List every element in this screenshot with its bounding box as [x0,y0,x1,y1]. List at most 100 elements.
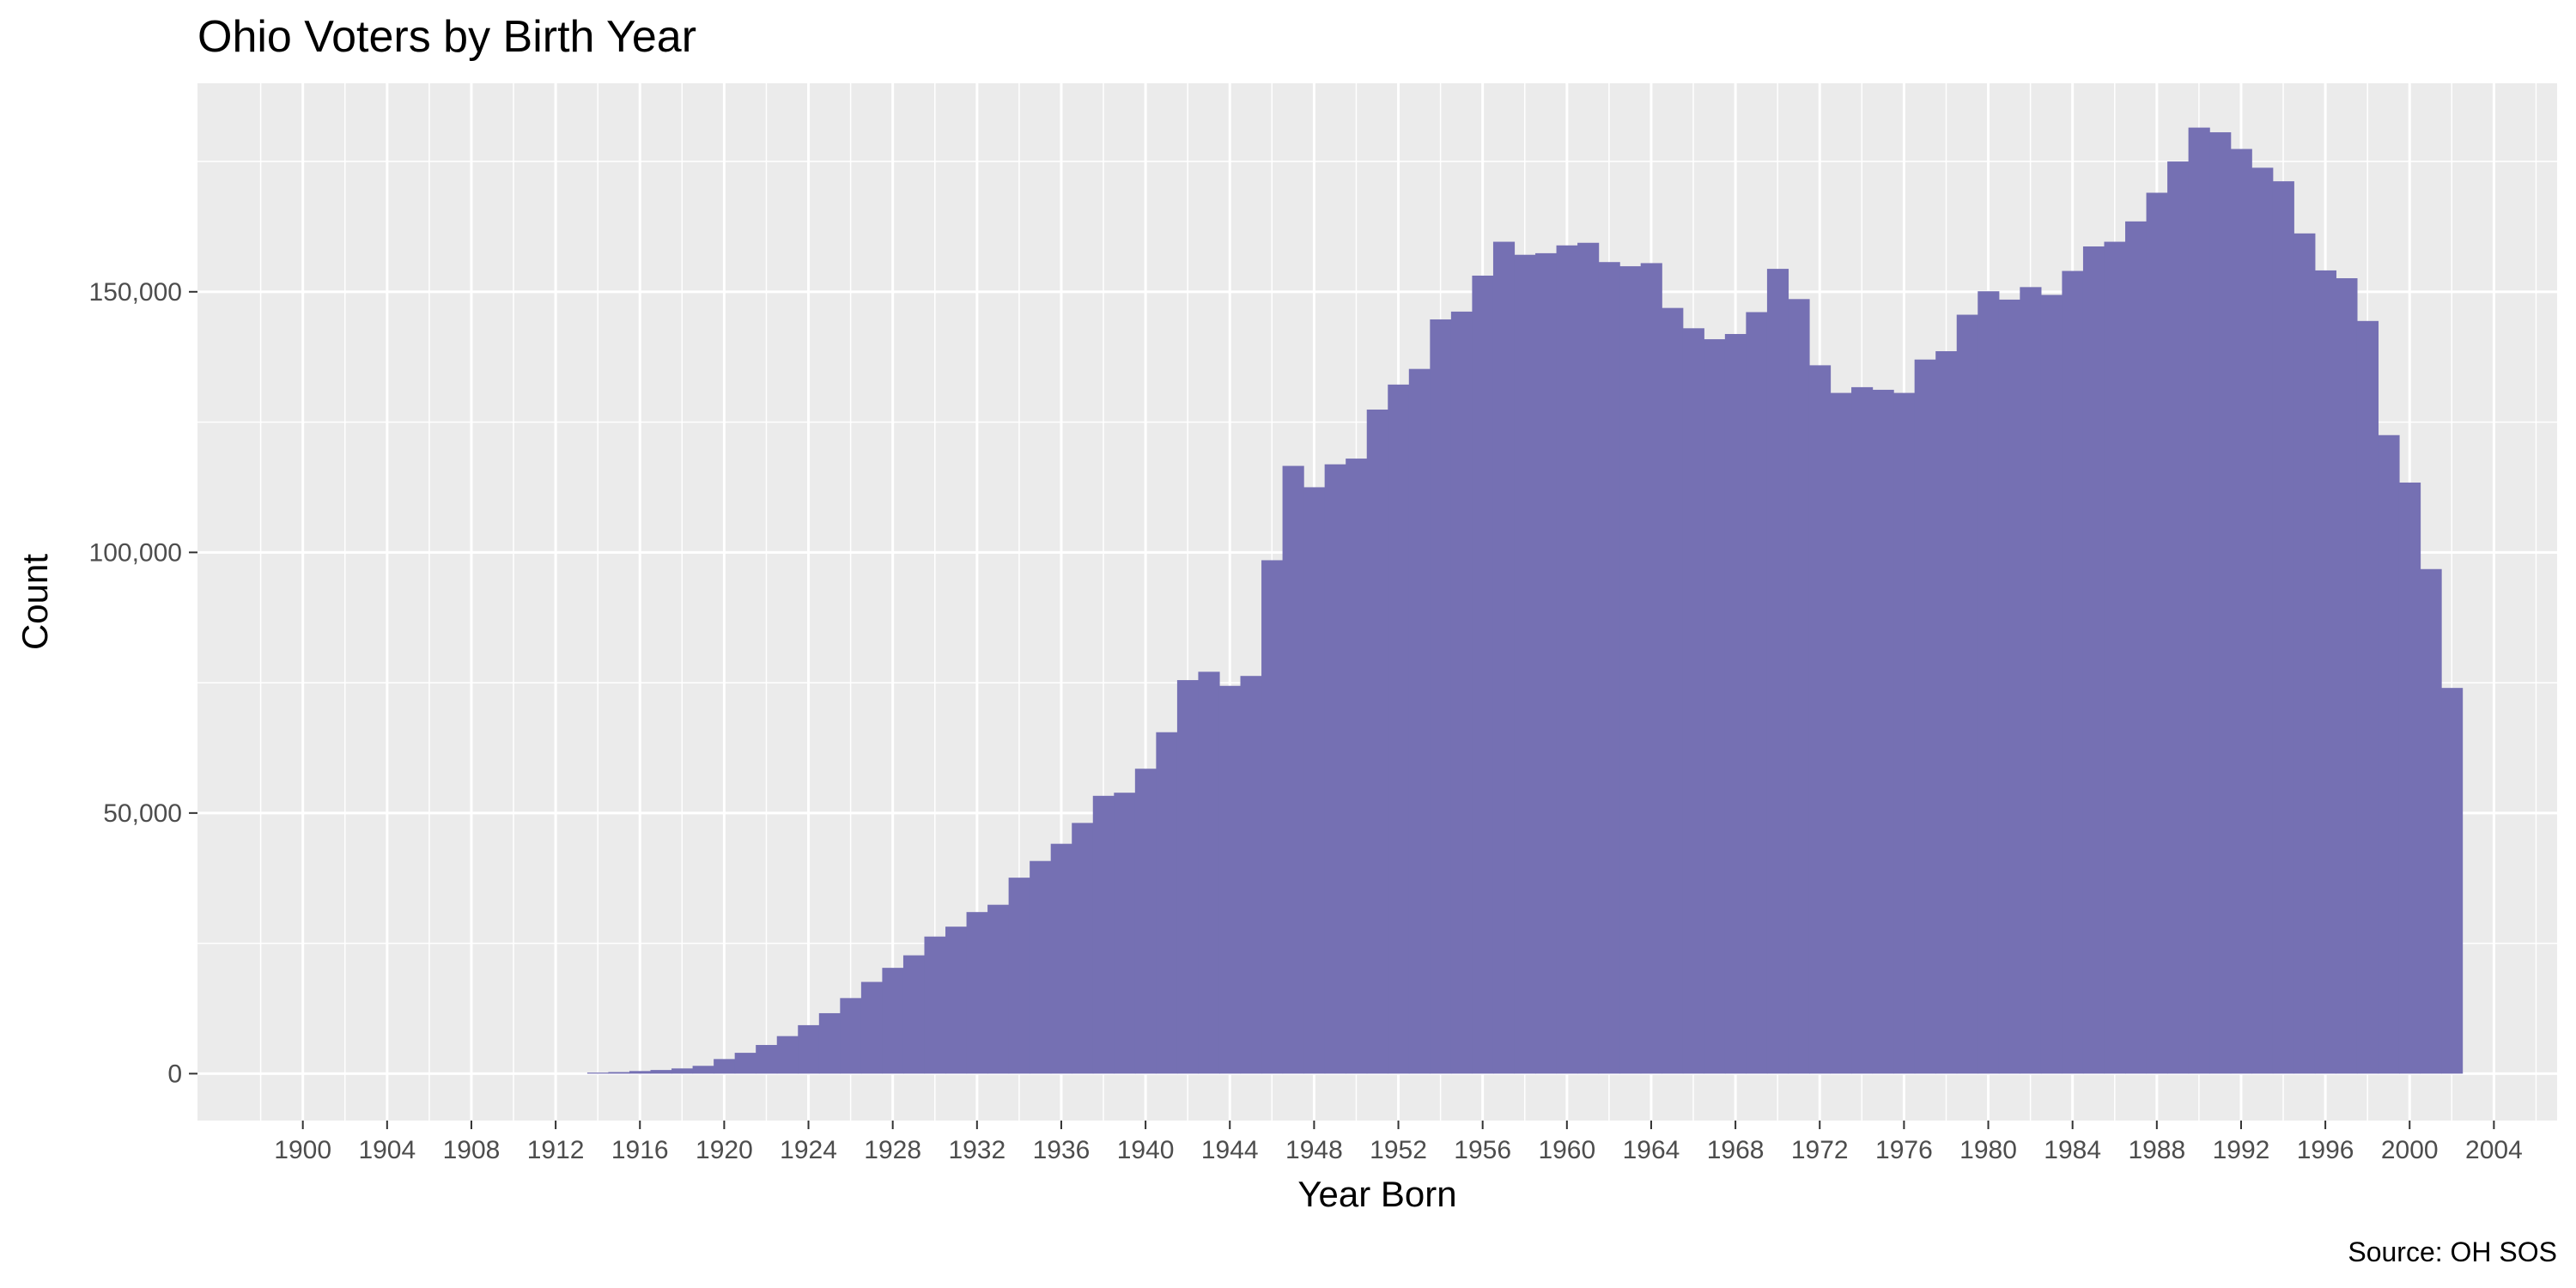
bar [2125,221,2148,1074]
bar [945,927,968,1074]
bar [2062,270,2084,1074]
x-tick-label: 1964 [1623,1136,1680,1164]
bar [2314,270,2336,1074]
bar [1851,386,1874,1074]
bar [1324,464,1346,1074]
bar [818,1012,841,1074]
bar [671,1068,694,1074]
x-tick-label: 1976 [1875,1136,1933,1164]
x-tick-label: 1940 [1117,1136,1175,1164]
bar [1872,389,1894,1074]
bar [1050,843,1072,1074]
bar [840,998,862,1074]
bar [1535,252,1558,1074]
bar [2356,320,2379,1074]
bar [2040,295,2063,1074]
bar [882,968,904,1074]
x-tick-label: 1920 [696,1136,753,1164]
x-tick-label: 1928 [864,1136,921,1164]
bar [1430,319,1452,1074]
x-tick-label: 1996 [2297,1136,2354,1164]
bar [2104,241,2126,1074]
bar [1766,269,1789,1074]
bar [650,1070,672,1074]
x-axis: 1900 1904 1908 1912 1916 1920 1924 1928 1932 1936… [274,1121,2523,1164]
bar [1577,242,1600,1074]
x-tick-label: 1988 [2128,1136,2185,1164]
bar [2251,167,2274,1074]
chart-caption: Source: OH SOS [2348,1236,2557,1267]
x-tick-label: 1980 [1959,1136,2017,1164]
bar [734,1053,756,1074]
bar [1514,254,1536,1074]
x-axis-title: Year Born [1297,1174,1456,1214]
bar [1598,262,1620,1074]
bar [2082,246,2105,1074]
bar [1408,368,1431,1074]
bar [2398,482,2421,1074]
bar [1682,328,1704,1074]
y-tick-label: 150,000 [89,278,182,307]
x-tick-label: 1904 [358,1136,416,1164]
bar [860,981,884,1074]
bar [714,1059,736,1074]
bar [1030,860,1052,1074]
bar [1388,384,1410,1074]
bar [1830,392,1852,1074]
bar [756,1044,778,1074]
x-tick-label: 1968 [1707,1136,1765,1164]
bar [1366,410,1388,1074]
bar [1640,263,1662,1074]
x-tick-label: 1956 [1454,1136,1511,1164]
bar [2293,233,2316,1074]
bar [1134,769,1157,1074]
bar [1198,671,1220,1074]
bar [1092,795,1115,1074]
bar [629,1071,652,1074]
bar [1282,465,1304,1074]
bar [1978,291,2000,1074]
chart-title: Ohio Voters by Birth Year [197,12,696,62]
x-tick-label: 1972 [1791,1136,1849,1164]
x-tick-label: 1924 [780,1136,837,1164]
bar [608,1072,630,1074]
bar [1662,307,1684,1074]
bar [1556,245,1578,1074]
x-tick-label: 2004 [2465,1136,2523,1164]
x-tick-label: 1936 [1033,1136,1091,1164]
bar [1008,878,1030,1074]
bar [2336,278,2358,1074]
bar [2230,149,2252,1074]
bar [1072,823,1094,1074]
bar [2209,132,2232,1074]
bar [1746,312,1768,1074]
bar [924,936,946,1074]
bar [2188,127,2210,1074]
x-tick-label: 1992 [2213,1136,2270,1164]
bar [1114,793,1136,1074]
y-tick-label: 100,000 [89,538,182,567]
bar [2167,161,2190,1074]
bar [1346,459,1368,1074]
bar [1619,266,1642,1074]
x-tick-label: 1900 [274,1136,331,1164]
bar [2378,434,2400,1074]
bar [1156,732,1178,1074]
bar [1788,299,1810,1074]
x-tick-label: 1908 [443,1136,501,1164]
bar [776,1036,799,1074]
bar [2420,568,2442,1074]
bar [1956,314,1978,1074]
bar [798,1024,820,1074]
bar [692,1066,714,1074]
y-axis: 0 50,000 100,000 150,000 [89,278,197,1088]
bars [586,127,2464,1074]
bar [987,904,1010,1074]
bar [902,955,926,1074]
x-tick-label: 1960 [1538,1136,1595,1164]
x-tick-label: 1944 [1201,1136,1259,1164]
y-tick-label: 0 [167,1060,182,1088]
bar [1261,560,1284,1074]
bar [1472,275,1494,1074]
